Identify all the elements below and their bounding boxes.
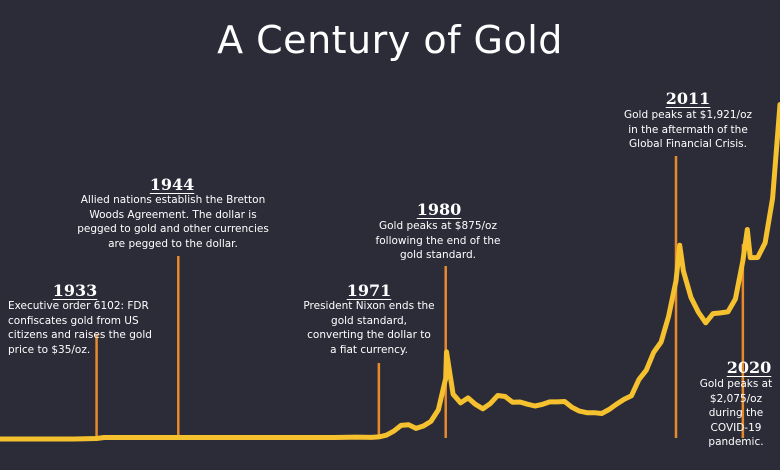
annotation-year-1971: 1971 [346,281,392,300]
annotation-year-1933: 1933 [52,281,98,300]
annotation-text-1944: Allied nations establish the Bretton Woo… [77,194,269,250]
annotation-text-2020: Gold peaks at $2,075/oz during the COVID… [699,378,773,448]
annotation-text-2011: Gold peaks at $1,921/oz in the aftermath… [623,109,753,150]
annotation-year-1944: 1944 [149,175,195,194]
annotation-text-1980: Gold peaks at $875/oz following the end … [375,220,501,261]
annotation-year-2011: 2011 [665,89,711,108]
annotation-year-1980: 1980 [416,200,462,219]
gold-price-line [0,102,780,442]
chart-title: A Century of Gold [217,18,563,62]
annotation-text-1971: President Nixon ends the gold standard, … [303,300,435,356]
annotation-year-2020: 2020 [726,358,772,377]
annotation-text-1933: Executive order 6102: FDR confiscates go… [8,300,152,356]
